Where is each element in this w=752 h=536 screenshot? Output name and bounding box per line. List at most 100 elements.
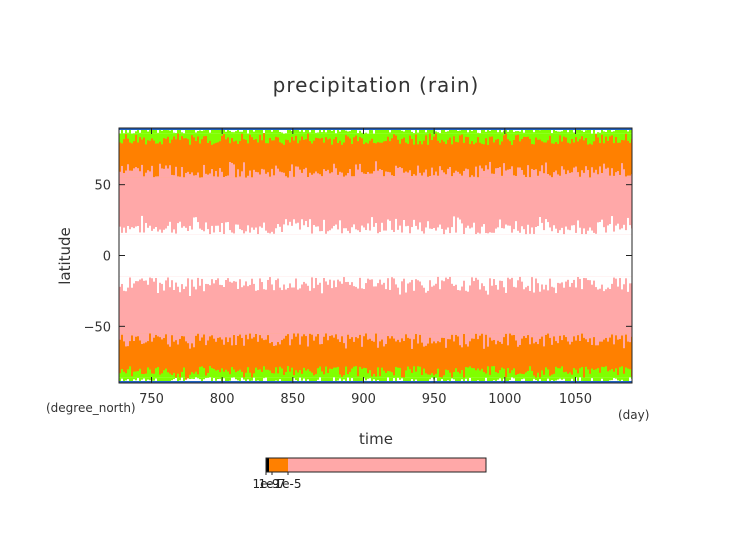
band-edge-texture	[309, 173, 311, 178]
band-edge-texture	[391, 230, 393, 234]
band-edge-texture	[185, 228, 187, 234]
band-edge-texture	[587, 277, 589, 280]
band-edge-texture	[281, 172, 283, 177]
band-edge-texture	[317, 132, 319, 133]
band-edge-texture	[367, 277, 369, 279]
band-edge-texture	[245, 231, 247, 234]
band-edge-texture	[225, 277, 227, 280]
band-edge-texture	[125, 134, 127, 145]
band-edge-texture	[275, 333, 277, 345]
band-edge-texture	[431, 140, 433, 145]
band-edge-texture	[171, 377, 173, 380]
band-edge-texture	[393, 377, 395, 378]
band-edge-texture	[453, 366, 455, 372]
band-edge-texture	[377, 333, 379, 347]
band-edge-texture	[247, 277, 249, 286]
band-edge-texture	[313, 366, 315, 375]
band-edge-texture	[129, 333, 131, 341]
band-edge-texture	[139, 232, 141, 234]
band-edge-texture	[195, 133, 197, 134]
band-edge-texture	[405, 333, 407, 334]
band-edge-texture	[403, 277, 405, 279]
band-edge-texture	[397, 230, 399, 234]
band-edge-texture	[243, 233, 245, 234]
band-edge-texture	[525, 137, 527, 145]
band-edge-texture	[449, 167, 451, 178]
band-edge-texture	[203, 130, 205, 133]
band-edge-texture	[291, 164, 293, 177]
band-edge-texture	[289, 333, 291, 345]
band-edge-texture	[299, 230, 301, 235]
band-edge-texture	[313, 225, 315, 234]
band-edge-texture	[461, 223, 463, 234]
band-edge-texture	[321, 176, 323, 177]
colorbar-segment-3	[288, 458, 486, 472]
band-edge-texture	[571, 139, 573, 145]
band-edge-texture	[179, 277, 181, 292]
band-edge-texture	[367, 223, 369, 234]
band-edge-texture	[447, 333, 449, 339]
band-edge-texture	[393, 333, 395, 338]
band-edge-texture	[397, 377, 399, 378]
band-edge-texture	[583, 132, 585, 134]
band-edge-texture	[161, 333, 163, 339]
band-edge-texture	[433, 277, 435, 286]
band-edge-texture	[311, 277, 313, 278]
band-edge-texture	[349, 169, 351, 178]
band-edge-texture	[203, 165, 205, 178]
band-edge-texture	[127, 139, 129, 145]
band-edge-texture	[541, 223, 543, 234]
band-edge-texture	[553, 225, 555, 234]
band-edge-texture	[133, 228, 135, 234]
band-edge-texture	[465, 366, 467, 367]
band-edge-texture	[515, 366, 517, 375]
band-edge-texture	[213, 144, 215, 145]
band-edge-texture	[445, 333, 447, 347]
band-edge-texture	[403, 333, 405, 341]
band-edge-texture	[507, 170, 509, 178]
band-edge-texture	[395, 366, 397, 367]
band-edge-texture	[373, 366, 375, 374]
band-edge-texture	[311, 234, 313, 235]
band-edge-texture	[473, 223, 475, 235]
band-edge-texture	[263, 169, 265, 177]
band-edge-texture	[155, 333, 157, 335]
band-edge-texture	[327, 231, 329, 234]
band-edge-texture	[367, 366, 369, 373]
band-edge-texture	[467, 277, 469, 292]
band-edge-texture	[277, 366, 279, 373]
band-edge-texture	[301, 219, 303, 234]
band-edge-texture	[491, 137, 493, 145]
band-edge-texture	[407, 144, 409, 145]
band-edge-texture	[503, 228, 505, 234]
band-edge-texture	[337, 366, 339, 367]
band-edge-texture	[619, 229, 621, 234]
band-edge-texture	[231, 233, 233, 235]
band-edge-texture	[229, 143, 231, 145]
band-edge-texture	[523, 377, 525, 378]
band-edge-texture	[401, 233, 403, 235]
band-edge-texture	[305, 366, 307, 371]
band-edge-texture	[353, 137, 355, 145]
band-edge-texture	[431, 277, 433, 287]
band-edge-texture	[517, 333, 519, 346]
band-edge-texture	[129, 277, 131, 278]
band-edge-texture	[173, 137, 175, 145]
band-edge-texture	[223, 333, 225, 344]
band-edge-texture	[603, 377, 605, 381]
band-edge-texture	[215, 377, 217, 381]
band-edge-texture	[553, 277, 555, 288]
band-edge-texture	[213, 232, 215, 234]
band-edge-texture	[499, 167, 501, 177]
band-edge-texture	[307, 366, 309, 369]
band-edge-texture	[295, 166, 297, 177]
band-edge-texture	[611, 333, 613, 334]
band-edge-texture	[421, 231, 423, 234]
band-edge-texture	[347, 231, 349, 234]
band-edge-texture	[329, 139, 331, 145]
band-edge-texture	[459, 333, 461, 345]
band-edge-texture	[473, 177, 475, 178]
band-edge-texture	[455, 277, 457, 285]
band-edge-texture	[221, 172, 223, 178]
band-edge-texture	[483, 366, 485, 372]
